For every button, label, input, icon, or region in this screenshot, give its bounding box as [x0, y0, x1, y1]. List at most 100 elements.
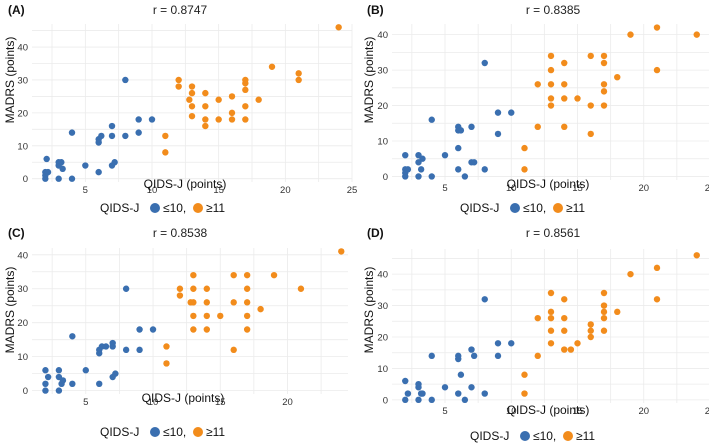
point-low: [59, 377, 67, 384]
y-tick-label: 10: [17, 141, 28, 152]
point-low: [428, 352, 435, 360]
legend-title: QIDS-J: [100, 425, 139, 439]
point-high: [203, 285, 211, 292]
point-high: [653, 24, 661, 31]
legend: QIDS-J ≤10, ≥11: [100, 425, 225, 439]
legend-marker: [150, 427, 160, 437]
point-low: [470, 352, 478, 360]
x-tick-label: 5: [83, 397, 88, 408]
y-tick-label: 10: [17, 352, 28, 363]
point-low: [82, 367, 89, 374]
point-high: [587, 333, 594, 341]
point-high: [203, 326, 211, 333]
point-low: [468, 123, 475, 131]
legend-marker: [510, 203, 520, 213]
point-low: [457, 127, 465, 134]
point-low: [481, 166, 488, 173]
point-low: [44, 168, 52, 176]
y-tick-label: 30: [377, 66, 388, 77]
point-high: [600, 52, 608, 60]
point-high: [600, 102, 608, 109]
point-low: [148, 116, 156, 123]
point-low: [494, 340, 502, 347]
point-high: [587, 327, 594, 334]
point-low: [95, 168, 102, 176]
point-low: [470, 159, 478, 166]
panel-label: (D): [367, 226, 384, 240]
point-high: [561, 314, 568, 322]
legend-label: ≤10,: [163, 201, 186, 215]
point-high: [547, 340, 555, 347]
point-high: [163, 343, 170, 350]
point-high: [574, 95, 581, 102]
point-high: [614, 73, 621, 81]
point-high: [335, 24, 342, 31]
point-low: [69, 380, 76, 388]
point-high: [547, 289, 555, 297]
legend-label: ≤10,: [523, 201, 546, 215]
point-high: [175, 83, 182, 90]
x-tick-label: 15: [572, 183, 583, 194]
point-low: [455, 144, 462, 152]
y-tick-label: 10: [377, 364, 388, 375]
plot-area: [32, 24, 352, 182]
point-low: [96, 380, 103, 388]
point-high: [547, 95, 555, 102]
y-axis-title: MADRS (points): [3, 37, 17, 124]
point-high: [228, 93, 236, 100]
point-high: [693, 31, 700, 38]
correlation-title: r = 0.8747: [153, 3, 208, 17]
point-low: [43, 155, 50, 163]
y-tick-label: 20: [17, 108, 28, 119]
point-high: [243, 312, 251, 320]
point-high: [600, 308, 608, 316]
point-high: [295, 76, 302, 84]
point-high: [547, 52, 555, 60]
point-high: [188, 83, 196, 90]
point-low: [457, 371, 465, 378]
point-high: [163, 360, 170, 367]
point-low: [55, 175, 62, 182]
legend-label: ≥11: [206, 425, 225, 439]
x-tick-label: 25: [347, 185, 358, 196]
point-low: [102, 343, 110, 350]
y-tick-label: 0: [23, 386, 28, 397]
point-high: [270, 271, 278, 279]
point-low: [55, 367, 63, 374]
x-axis-title: QIDS-J (points): [507, 403, 590, 417]
x-tick-label: 5: [442, 183, 447, 194]
point-low: [55, 387, 63, 394]
point-high: [188, 89, 196, 97]
point-low: [58, 159, 65, 166]
point-low: [402, 173, 409, 180]
point-high: [202, 89, 209, 97]
point-low: [417, 166, 425, 173]
legend-marker: [520, 431, 530, 441]
point-high: [217, 312, 224, 320]
point-low: [112, 370, 119, 377]
scatter-panel-4: 5 10 15 20 25 0 10 20 30 40 (D) r = 0.8561 QIDS-J (p…: [362, 226, 709, 443]
x-tick-label: 10: [148, 397, 159, 408]
legend-label: ≥11: [566, 201, 585, 215]
point-high: [547, 308, 555, 316]
point-high: [547, 81, 555, 88]
point-high: [215, 96, 222, 103]
point-high: [600, 302, 608, 309]
point-high: [176, 285, 184, 292]
point-high: [693, 252, 700, 259]
point-high: [162, 149, 169, 156]
legend-title: QIDS-J: [100, 201, 139, 215]
point-high: [561, 81, 568, 88]
point-low: [402, 151, 409, 159]
point-high: [600, 327, 608, 334]
y-tick-label: 20: [377, 101, 388, 112]
x-tick-label: 20: [282, 397, 293, 408]
point-high: [268, 63, 276, 70]
x-tick-label: 25: [705, 406, 709, 417]
plot-area: [32, 248, 348, 394]
point-high: [561, 123, 568, 131]
point-low: [42, 367, 49, 374]
y-tick-label: 40: [17, 43, 28, 54]
point-low: [461, 396, 469, 404]
y-tick-label: 0: [383, 395, 388, 406]
